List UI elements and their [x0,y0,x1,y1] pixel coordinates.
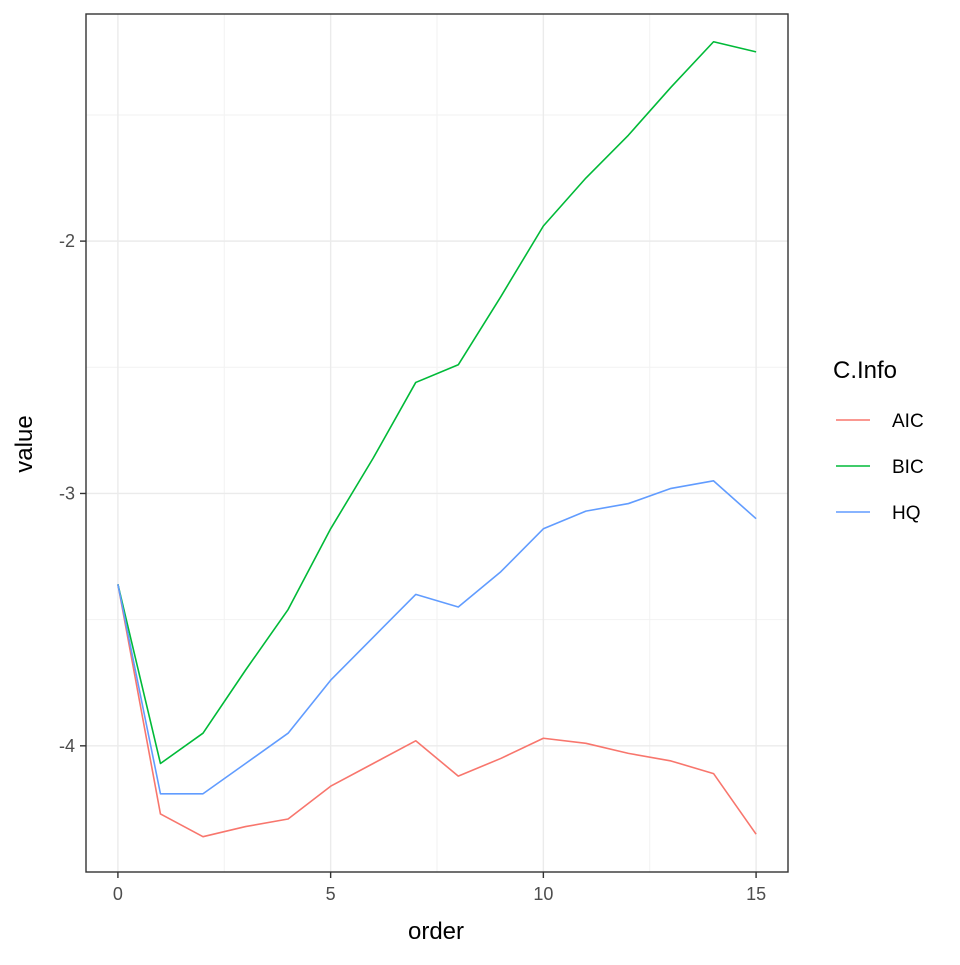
legend-label-bic: BIC [892,457,924,478]
y-tick-label: -4 [59,736,75,756]
legend: C.Info AIC BIC HQ [833,357,924,524]
series-line-hq [117,480,757,795]
x-tick-label: 5 [326,884,336,904]
series-line-bic [117,40,757,765]
y-axis-title: value [11,415,38,472]
y-tick-label: -3 [59,483,75,503]
legend-title: C.Info [833,357,897,384]
y-tick-label: -2 [59,231,75,251]
x-tick-label: 15 [746,884,766,904]
legend-label-hq: HQ [892,503,921,524]
x-tick-label: 10 [533,884,553,904]
series-line-aic [117,584,757,838]
legend-item: AIC [836,411,924,432]
legend-item: HQ [836,503,921,524]
legend-label-aic: AIC [892,411,924,432]
y-axis: -4 -3 -2 [59,231,86,756]
x-axis-title: order [408,918,464,945]
plot-border [85,13,789,873]
plot-panel [85,13,789,873]
x-tick-label: 0 [113,884,123,904]
legend-item: BIC [836,457,924,478]
x-axis: 0 5 10 15 [113,872,766,904]
